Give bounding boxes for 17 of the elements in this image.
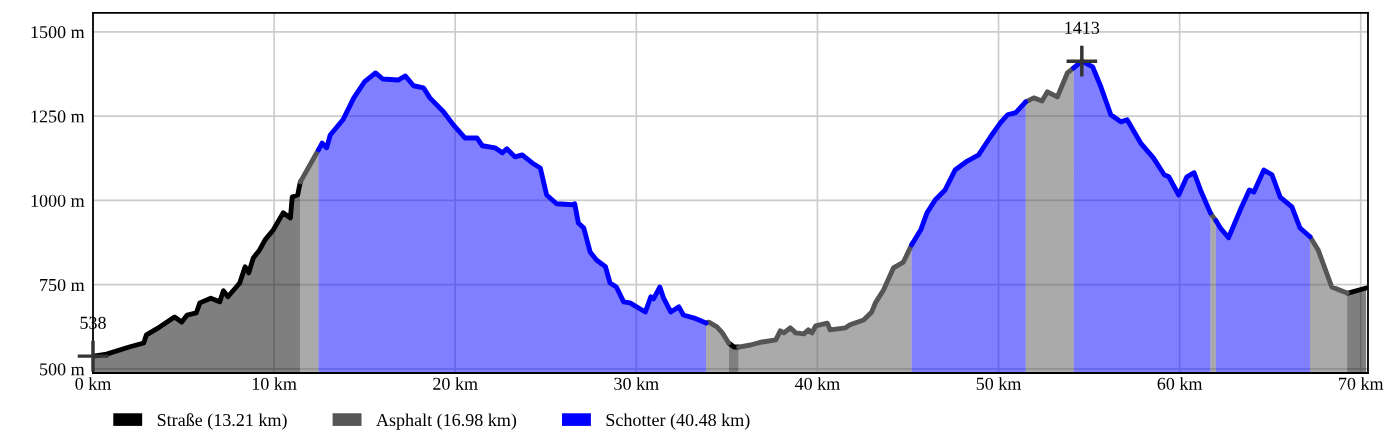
y-tick-label: 750 m: [40, 278, 85, 292]
x-tick-label: 30 km: [614, 377, 659, 390]
x-tick-label: 10 km: [252, 377, 297, 390]
y-tick-label: 1500 m: [31, 26, 85, 39]
x-tick-label: 60 km: [1157, 377, 1203, 390]
legend-label: Asphalt (16.98 km): [376, 413, 517, 430]
x-tick-label: 70 km: [1339, 377, 1384, 390]
x-tick-label: 0 km: [75, 377, 112, 390]
y-tick-label: 500 m: [40, 363, 85, 376]
legend-label: Straße (13.21 km): [157, 413, 287, 430]
y-tick-label: 1000 m: [31, 194, 85, 207]
legend-label: Schotter (40.48 km): [606, 413, 750, 430]
y-tick-label: 1250 m: [31, 110, 85, 123]
x-tick-label: 50 km: [976, 377, 1022, 390]
x-tick-label: 40 km: [794, 377, 840, 390]
x-tick-label: 20 km: [433, 377, 478, 390]
annotation: 1413: [1065, 21, 1100, 34]
